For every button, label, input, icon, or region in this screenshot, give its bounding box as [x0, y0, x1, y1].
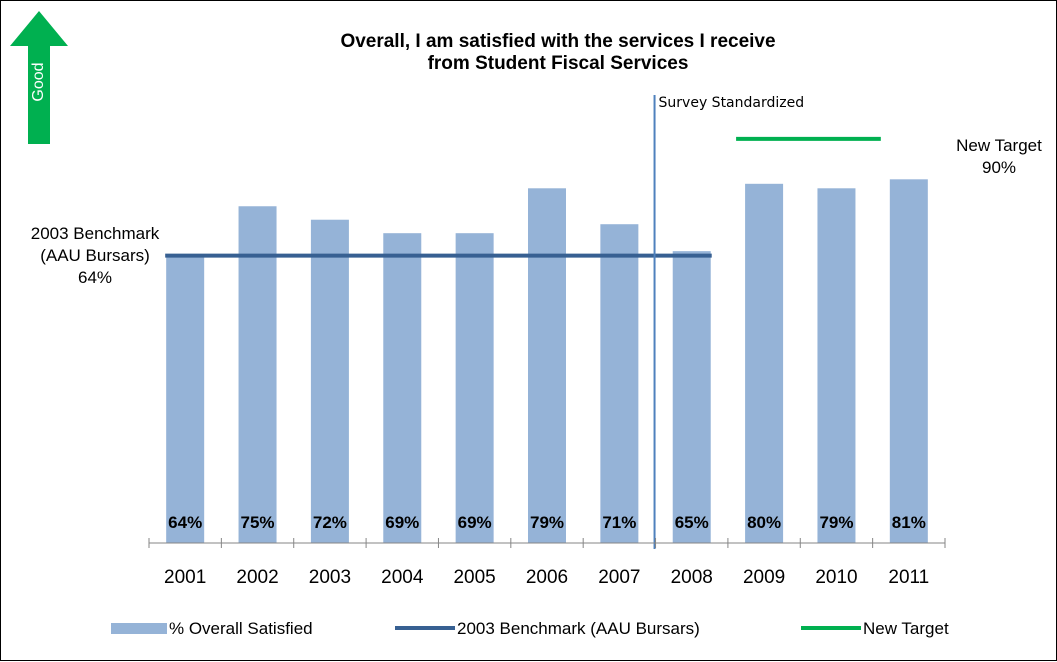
- legend-label: New Target: [863, 619, 949, 638]
- bar-2005: [455, 233, 494, 543]
- bar-2007: [600, 224, 639, 543]
- x-tick-label-2005: 2005: [453, 567, 495, 588]
- good-arrow-indicator: Good: [10, 11, 68, 144]
- x-tick-label-2010: 2010: [815, 567, 857, 588]
- reference-lines: [165, 95, 881, 549]
- x-tick-label-2004: 2004: [381, 567, 424, 588]
- chart-title-line: from Student Fiscal Services: [428, 53, 689, 74]
- data-label-2011: 81%: [892, 513, 926, 532]
- annotations: Survey Standardized 2003 Benchmark (AAU Bu…: [31, 95, 1042, 287]
- x-tick-label-2008: 2008: [671, 567, 713, 588]
- good-label: Good: [30, 62, 47, 101]
- data-label-2001: 64%: [168, 513, 202, 532]
- chart-title-line: Overall, I am satisfied with the service…: [340, 31, 775, 52]
- survey-standardized-label: Survey Standardized: [659, 95, 805, 111]
- data-label-2008: 65%: [675, 513, 709, 532]
- bar-2002: [238, 206, 277, 543]
- data-label-2003: 72%: [313, 513, 347, 532]
- data-label-2004: 69%: [385, 513, 419, 532]
- benchmark-annotation-line: (AAU Bursars): [40, 246, 150, 265]
- benchmark-annotation-line: 2003 Benchmark: [31, 224, 160, 243]
- data-labels: 64% 75% 72% 69% 69% 79% 71% 65% 80% 79% 81%: [168, 513, 926, 532]
- x-tick-label-2011: 2011: [888, 567, 929, 588]
- bar-2010: [817, 188, 856, 544]
- x-tick-label-2003: 2003: [309, 567, 351, 588]
- data-label-2005: 69%: [458, 513, 492, 532]
- bar-2006: [528, 188, 566, 544]
- bar-2011: [889, 179, 928, 543]
- bar-2001: [166, 255, 205, 543]
- x-tick-label-2006: 2006: [526, 567, 568, 588]
- bar-2008: [672, 251, 711, 543]
- target-annotation-line: New Target: [956, 136, 1042, 155]
- data-label-2010: 79%: [819, 513, 853, 532]
- data-label-2002: 75%: [241, 513, 275, 532]
- legend-label: % Overall Satisfied: [169, 619, 313, 638]
- x-tick-label-2009: 2009: [743, 567, 785, 588]
- x-tick-label-2002: 2002: [236, 567, 278, 588]
- bar-series: [166, 179, 928, 544]
- up-arrow-icon: [10, 11, 68, 144]
- legend-label: 2003 Benchmark (AAU Bursars): [457, 619, 700, 638]
- data-label-2006: 79%: [530, 513, 564, 532]
- legend-swatch-bar: [111, 623, 167, 634]
- benchmark-annotation-line: 64%: [78, 268, 112, 287]
- data-label-2009: 80%: [747, 513, 781, 532]
- x-tick-label-2001: 2001: [164, 567, 206, 588]
- bar-2004: [383, 233, 422, 543]
- x-axis: 2001 2002 2003 2004 2005 2006 2007 2008 2009 2010…: [148, 538, 946, 588]
- bar-2009: [745, 183, 784, 544]
- chart-title: Overall, I am satisfied with the service…: [340, 31, 775, 74]
- x-tick-label-2007: 2007: [598, 567, 640, 588]
- bar-2003: [310, 219, 349, 543]
- legend: % Overall Satisfied 2003 Benchmark (AAU B…: [111, 619, 949, 638]
- data-label-2007: 71%: [602, 513, 636, 532]
- target-annotation-line: 90%: [982, 158, 1016, 177]
